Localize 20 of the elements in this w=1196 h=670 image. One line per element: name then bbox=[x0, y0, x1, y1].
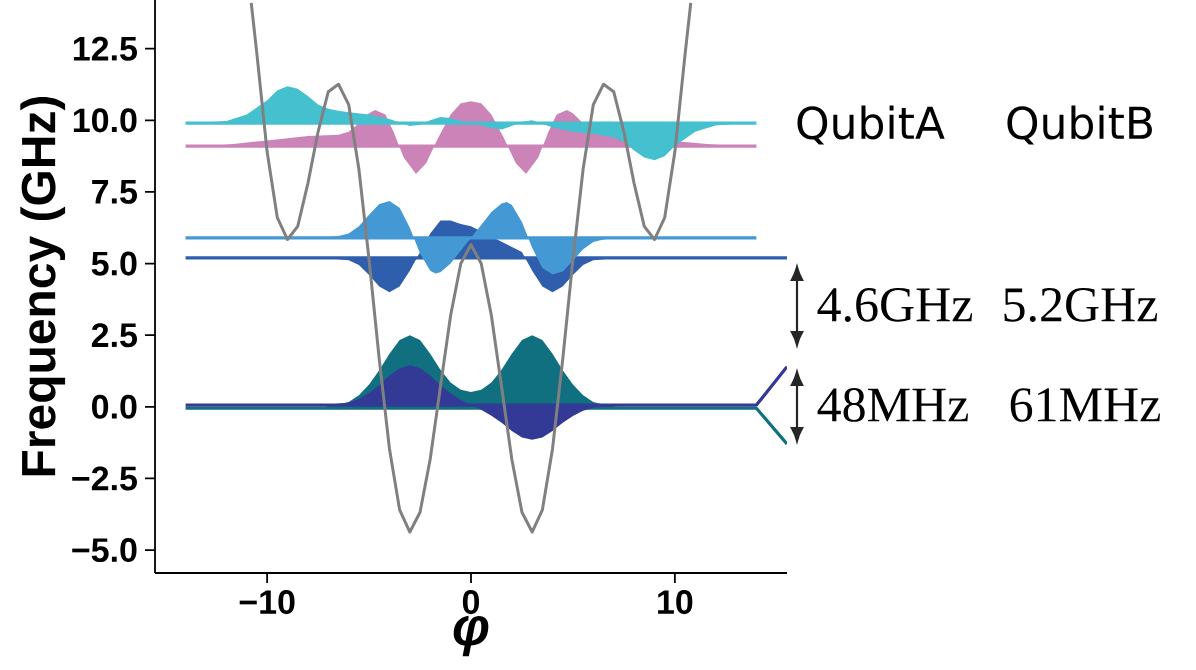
y-tick-label: 5.0 bbox=[91, 251, 137, 276]
y-tick-label: 0.0 bbox=[92, 394, 137, 419]
text: 48MHz bbox=[817, 388, 968, 422]
y-tick-label: −2.5 bbox=[72, 466, 137, 491]
y-tick-label: 2.5 bbox=[91, 323, 137, 348]
y-axis-title: Frequency (GHz) bbox=[20, 96, 66, 476]
y-tick-label: 12.5 bbox=[73, 36, 137, 61]
text: 5.2GHz bbox=[1004, 288, 1158, 322]
text: 61MHz bbox=[1010, 388, 1160, 422]
y-tick-label: 7.5 bbox=[92, 180, 137, 204]
line-series bbox=[249, 1, 693, 534]
y-tick-label: 10.0 bbox=[73, 108, 137, 133]
x-tick-label: 10 bbox=[658, 590, 693, 615]
text: 4.6GHz bbox=[817, 288, 973, 322]
y-tick-label: −5.0 bbox=[72, 538, 137, 563]
x-tick-label: 0 bbox=[462, 590, 480, 615]
x-axis-title: φ bbox=[453, 615, 489, 657]
text: QubitB bbox=[1007, 105, 1152, 145]
text: QubitA bbox=[797, 105, 945, 145]
x-tick-label: −10 bbox=[239, 590, 295, 615]
